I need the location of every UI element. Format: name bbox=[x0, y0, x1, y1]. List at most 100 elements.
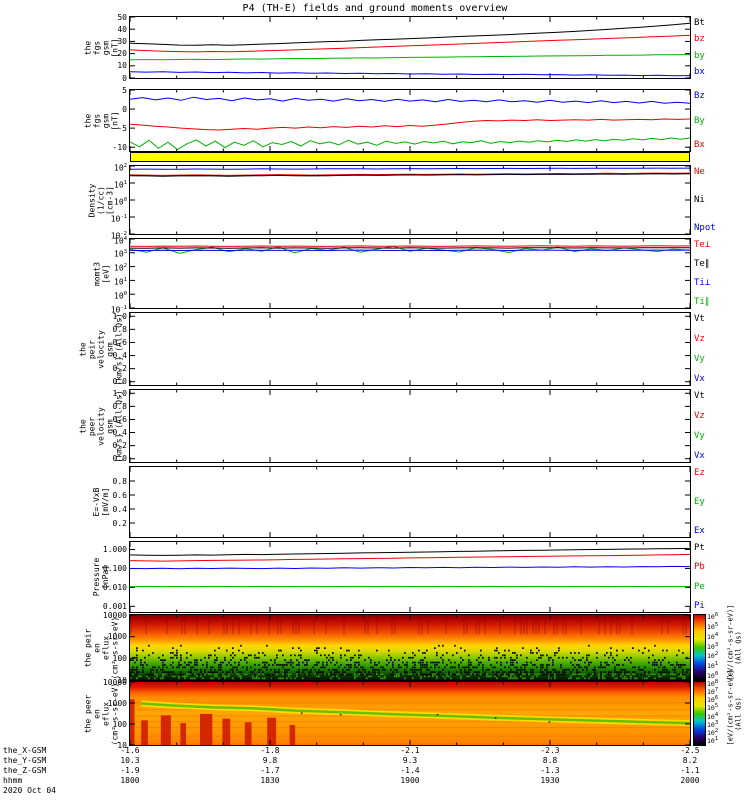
ytick-label: 10-1 bbox=[110, 304, 127, 315]
panel-canvas-fgs-gsm-a bbox=[130, 17, 690, 78]
axis-value: 1900 bbox=[400, 776, 420, 785]
panel-peir-velocity bbox=[129, 312, 691, 386]
ytick-label: 30 bbox=[117, 36, 127, 46]
legend-Ey: Ey bbox=[694, 497, 705, 507]
ytick-label: 10 bbox=[117, 61, 127, 71]
panel-the-peer-en-eflux bbox=[129, 681, 691, 746]
series-Bz bbox=[130, 96, 690, 104]
ytick-label: 0.6 bbox=[112, 337, 127, 347]
colorbar-tick: 104 bbox=[707, 711, 719, 721]
ytick-label: 0.4 bbox=[112, 428, 127, 438]
ytick-label: 0.010 bbox=[102, 582, 127, 592]
axis-value: 2000 bbox=[680, 776, 700, 785]
panel-momt3 bbox=[129, 238, 691, 309]
panel-density bbox=[129, 165, 691, 235]
colorbar-tick: 103 bbox=[707, 641, 719, 651]
axis-value: 1930 bbox=[540, 776, 560, 785]
ytick-label: 101 bbox=[114, 276, 127, 287]
legend-Vy: Vy bbox=[694, 354, 705, 364]
legend-Bx: Bx bbox=[694, 140, 705, 150]
series-Bx bbox=[130, 118, 690, 131]
axis-value: -1.1 bbox=[680, 766, 700, 775]
axis-value: 8.2 bbox=[682, 756, 698, 765]
axis-value: -2.1 bbox=[400, 746, 420, 755]
series-Ne bbox=[130, 172, 690, 176]
legend-Vx: Vx bbox=[694, 451, 705, 461]
legend-bz: bz bbox=[694, 34, 705, 45]
colorbar-tick: 102 bbox=[707, 727, 719, 737]
colorbar-tick: 100 bbox=[707, 671, 719, 681]
ytick-label: 1000 bbox=[107, 698, 127, 708]
colorbar-tick: 105 bbox=[707, 621, 719, 631]
legend-Pb: Pb bbox=[694, 562, 705, 573]
ylabel-density: Density (1/cc) [cm-3] bbox=[87, 183, 115, 217]
panel-canvas-efield bbox=[130, 467, 690, 537]
panel-canvas-the-peer-en-eflux bbox=[130, 682, 690, 745]
series-Pt bbox=[130, 547, 690, 556]
ytick-label: 0.6 bbox=[112, 414, 127, 424]
legend-Te∥: Te∥ bbox=[694, 259, 710, 269]
ytick-label: 100 bbox=[114, 196, 127, 207]
ytick-label: 10000 bbox=[102, 677, 127, 687]
series-Pb bbox=[130, 553, 690, 562]
legend-Ne: Ne bbox=[694, 167, 705, 177]
ytick-label: 10 bbox=[117, 740, 127, 750]
ylabel-efield: E=-VxB [mV/m] bbox=[92, 487, 110, 517]
ytick-label: 0.4 bbox=[112, 504, 127, 514]
ylabel-fgs-gsm-b: the fgs gsm [nT] bbox=[83, 110, 119, 131]
legend-Pe: Pe bbox=[694, 581, 705, 592]
ytick-label: 40 bbox=[117, 24, 127, 34]
ylabel-fgs-gsm-a: the fgs gsm [nT] bbox=[83, 37, 119, 58]
ytick-label: 0.0 bbox=[112, 454, 127, 464]
axis-value: -1.4 bbox=[400, 766, 420, 775]
axis-value: 1800 bbox=[120, 776, 140, 785]
legend-Vy: Vy bbox=[694, 431, 705, 441]
series-Bt bbox=[130, 22, 690, 46]
panel-canvas-pressure bbox=[130, 542, 690, 612]
ytick-label: 100 bbox=[114, 290, 127, 301]
ytick-label: 0.001 bbox=[102, 601, 127, 611]
ytick-label: 1000 bbox=[107, 632, 127, 642]
ylabel-the-peer-en-eflux: the peer en eflux (cm²-s-sr-eV) bbox=[83, 682, 119, 745]
ytick-label: 104 bbox=[114, 235, 127, 246]
legend-Vt: Vt bbox=[694, 391, 705, 401]
ytick-label: 50 bbox=[117, 12, 127, 22]
legend-Npot: Npot bbox=[694, 223, 716, 233]
legend-Ni: Ni bbox=[694, 195, 705, 205]
series-Npot bbox=[130, 167, 690, 170]
panel-fgs-gsm-a bbox=[129, 16, 691, 79]
panel-canvas-peir-velocity bbox=[130, 313, 690, 385]
series-by bbox=[130, 54, 690, 61]
series-By bbox=[130, 137, 690, 151]
legend-Ti⊥: Ti⊥ bbox=[694, 278, 711, 288]
legend-Vz: Vz bbox=[694, 411, 705, 421]
legend-Te⊥: Te⊥ bbox=[694, 240, 711, 250]
axis-value: -2.3 bbox=[540, 746, 560, 755]
panel-peer-velocity bbox=[129, 389, 691, 463]
ytick-label: 0.6 bbox=[112, 490, 127, 500]
colorbar-tick: 102 bbox=[707, 651, 719, 661]
ytick-label: 20 bbox=[117, 49, 127, 59]
series-bx bbox=[130, 71, 690, 77]
axis-row-label-the_Y-GSM: the_Y-GSM bbox=[3, 756, 47, 765]
colorbar-tick: 108 bbox=[707, 679, 719, 689]
legend-Vx: Vx bbox=[694, 374, 705, 384]
panel-pressure bbox=[129, 541, 691, 613]
ytick-label: 0.8 bbox=[112, 476, 127, 486]
legend-By: By bbox=[694, 115, 705, 126]
colorbar-gradient-electron bbox=[694, 682, 705, 745]
ytick-label: 102 bbox=[114, 263, 127, 273]
axis-value: -1.3 bbox=[540, 766, 560, 775]
sc-potential-trace bbox=[141, 702, 690, 725]
ytick-label: 10-2 bbox=[110, 230, 127, 241]
legend-Pt: Pt bbox=[694, 543, 705, 553]
colorbar-tick: 104 bbox=[707, 631, 719, 641]
legend-bx: bx bbox=[694, 67, 705, 77]
roi-bar bbox=[130, 152, 690, 162]
ytick-label: 10000 bbox=[102, 610, 127, 620]
ytick-label: 10 bbox=[117, 675, 127, 685]
axis-value: 9.3 bbox=[402, 756, 418, 765]
ylabel-peer-velocity: the peer velocity gsm [km/s] (All Qs) bbox=[78, 389, 124, 462]
colorbar-electron bbox=[693, 681, 706, 746]
panel-efield bbox=[129, 466, 691, 538]
